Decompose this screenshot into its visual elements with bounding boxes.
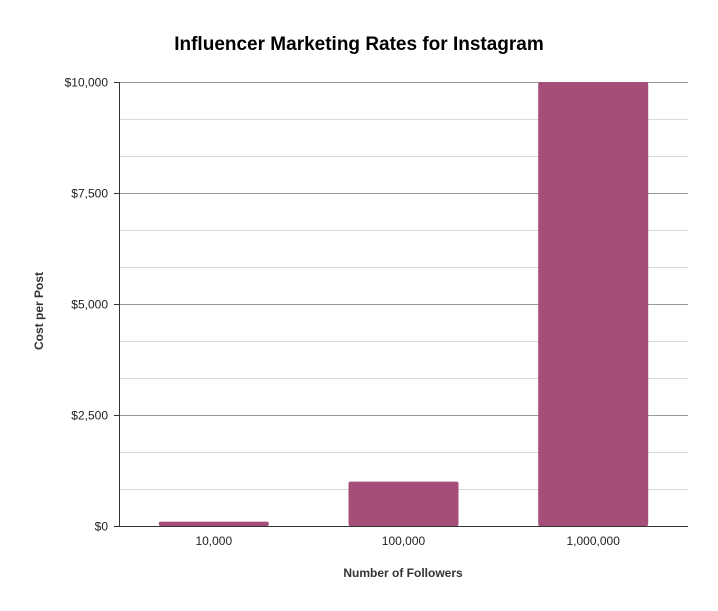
- y-tick-label: $2,500: [71, 409, 108, 423]
- x-tick-label: 100,000: [382, 534, 426, 548]
- y-tick-label: $0: [95, 520, 109, 534]
- x-axis-title: Number of Followers: [343, 566, 463, 580]
- x-tick-label: 1,000,000: [567, 534, 621, 548]
- chart-title: Influencer Marketing Rates for Instagram: [174, 34, 544, 55]
- y-axis-title: Cost per Post: [32, 272, 46, 350]
- bar-1000000: [538, 82, 649, 526]
- y-tick-label: $7,500: [71, 187, 108, 201]
- bars: [158, 82, 649, 526]
- bar-10000: [158, 521, 269, 526]
- y-tick-label: $5,000: [71, 298, 108, 312]
- y-axis-ticks: $0 $2,500 $5,000 $7,500 $10,000: [65, 76, 119, 534]
- x-axis-ticks: 10,000 100,000 1,000,000: [195, 534, 620, 548]
- bar-100000: [348, 481, 459, 526]
- y-tick-label: $10,000: [65, 76, 109, 90]
- x-tick-label: 10,000: [195, 534, 232, 548]
